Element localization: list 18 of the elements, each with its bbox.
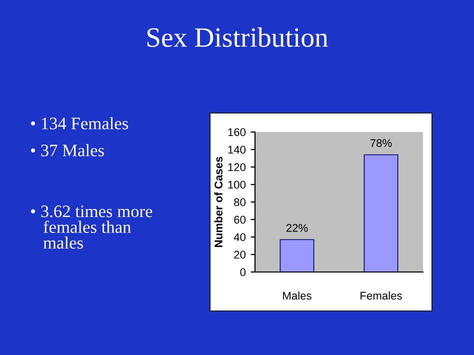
- y-tick-label: 140: [228, 146, 246, 154]
- chart-title: Sex Distribution: [147, 27, 328, 47]
- x-tick-label: Males: [283, 291, 312, 300]
- y-tick-label: 100: [228, 180, 246, 189]
- y-tick-label: 120: [228, 163, 246, 172]
- x-tick-label: Females: [360, 291, 402, 300]
- y-tick-label: 60: [234, 216, 246, 224]
- annotation: 22%: [286, 224, 308, 232]
- y-tick-label: 80: [234, 198, 246, 206]
- y-axis-title: Number of Cases: [214, 156, 222, 247]
- text: • 3.62 times more females than males: [30, 206, 152, 249]
- text: • 37 Males: [30, 144, 104, 156]
- y-tick-label: 160: [228, 128, 246, 136]
- y-tick-label: 20: [234, 250, 246, 259]
- text: • 134 Females: [30, 117, 128, 130]
- y-tick-label: 0: [240, 268, 246, 276]
- annotation: 78%: [370, 139, 392, 147]
- y-tick-label: 40: [234, 233, 246, 242]
